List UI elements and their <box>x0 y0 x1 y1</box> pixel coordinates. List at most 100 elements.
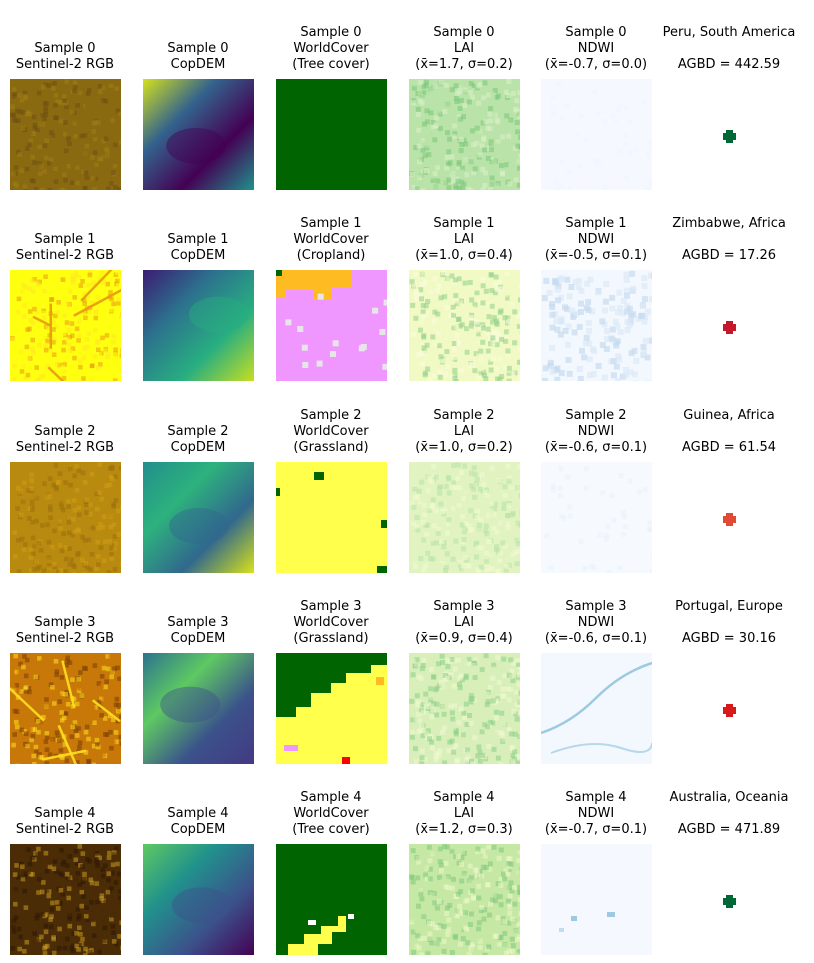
location-spacer <box>654 615 804 631</box>
worldcover-landcover-image <box>276 653 387 764</box>
lai-map-image <box>409 653 520 764</box>
lai-title: Sample 4 LAI (x̄=1.2, σ=0.3) <box>389 790 539 838</box>
lai-title-line-1: Sample 0 <box>433 25 495 40</box>
rgb-title: Sample 1 Sentinel-2 RGB <box>0 232 140 264</box>
ndwi-title-line-1: Sample 2 <box>565 408 627 423</box>
lai-title-line-2: LAI <box>453 232 475 247</box>
worldcover-title: Sample 2 WorldCover (Grassland) <box>256 408 406 456</box>
worldcover-landcover-image <box>276 844 387 955</box>
worldcover-title-line-1: Sample 3 <box>300 599 362 614</box>
rgb-title-line-2: Sentinel-2 RGB <box>15 631 115 646</box>
location-spacer <box>654 806 804 822</box>
agbd-value: AGBD = 442.59 <box>677 57 781 72</box>
location-title: Australia, Oceania AGBD = 471.89 <box>654 790 804 838</box>
ndwi-title: Sample 0 NDWI (x̄=-0.7, σ=0.0) <box>521 25 671 73</box>
location-name: Guinea, Africa <box>683 408 775 423</box>
dem-title-line-2: CopDEM <box>170 248 226 263</box>
dem-title: Sample 3 CopDEM <box>123 615 273 647</box>
lai-map-image <box>409 79 520 190</box>
ndwi-title-line-1: Sample 3 <box>565 599 627 614</box>
dem-title: Sample 2 CopDEM <box>123 424 273 456</box>
ndwi-map-image <box>541 270 652 381</box>
ndwi-title-line-1: Sample 0 <box>565 25 627 40</box>
lai-map-image <box>409 270 520 381</box>
ndwi-title: Sample 4 NDWI (x̄=-0.7, σ=0.1) <box>521 790 671 838</box>
agbd-marker <box>723 893 736 908</box>
dem-title-line-2: CopDEM <box>170 631 226 646</box>
lai-map-image <box>409 462 520 573</box>
ndwi-title-line-2: NDWI <box>577 232 615 247</box>
agbd-marker <box>723 319 736 334</box>
lai-title-line-3: (x̄=0.9, σ=0.4) <box>415 631 513 646</box>
rgb-title-line-2: Sentinel-2 RGB <box>15 248 115 263</box>
worldcover-title-line-1: Sample 4 <box>300 790 362 805</box>
rgb-title-line-2: Sentinel-2 RGB <box>15 822 115 837</box>
worldcover-title: Sample 1 WorldCover (Cropland) <box>256 216 406 264</box>
sentinel2-rgb-image <box>10 844 121 955</box>
ndwi-title: Sample 3 NDWI (x̄=-0.6, σ=0.1) <box>521 599 671 647</box>
lai-title-line-1: Sample 2 <box>433 408 495 423</box>
location-title: Peru, South America AGBD = 442.59 <box>654 25 804 73</box>
lai-title: Sample 2 LAI (x̄=1.0, σ=0.2) <box>389 408 539 456</box>
lai-title: Sample 0 LAI (x̄=1.7, σ=0.2) <box>389 25 539 73</box>
ndwi-title-line-3: (x̄=-0.6, σ=0.1) <box>544 631 648 646</box>
worldcover-title-line-2: WorldCover <box>293 41 369 56</box>
rgb-title: Sample 3 Sentinel-2 RGB <box>0 615 140 647</box>
rgb-title-line-1: Sample 3 <box>34 615 96 630</box>
rgb-title: Sample 2 Sentinel-2 RGB <box>0 424 140 456</box>
dem-title-line-1: Sample 0 <box>167 41 229 56</box>
dem-title: Sample 0 CopDEM <box>123 41 273 73</box>
location-title: Portugal, Europe AGBD = 30.16 <box>654 599 804 647</box>
worldcover-title-line-2: WorldCover <box>293 806 369 821</box>
ndwi-title-line-1: Sample 1 <box>565 216 627 231</box>
copdem-elevation-image <box>143 79 254 190</box>
ndwi-title-line-2: NDWI <box>577 806 615 821</box>
ndwi-title: Sample 2 NDWI (x̄=-0.6, σ=0.1) <box>521 408 671 456</box>
worldcover-title-line-2: WorldCover <box>293 232 369 247</box>
location-spacer <box>654 232 804 248</box>
location-spacer <box>654 41 804 57</box>
agbd-marker <box>723 702 736 717</box>
location-title: Guinea, Africa AGBD = 61.54 <box>654 408 804 456</box>
sentinel2-rgb-image <box>10 653 121 764</box>
rgb-title-line-1: Sample 2 <box>34 424 96 439</box>
worldcover-title-line-3: (Cropland) <box>296 248 366 263</box>
dem-title: Sample 1 CopDEM <box>123 232 273 264</box>
ndwi-title-line-3: (x̄=-0.7, σ=0.1) <box>544 822 648 837</box>
dem-title-line-2: CopDEM <box>170 440 226 455</box>
lai-title-line-3: (x̄=1.0, σ=0.4) <box>415 248 513 263</box>
worldcover-title-line-3: (Grassland) <box>293 440 369 455</box>
copdem-elevation-image <box>143 844 254 955</box>
ndwi-title-line-2: NDWI <box>577 41 615 56</box>
lai-title-line-1: Sample 1 <box>433 216 495 231</box>
copdem-elevation-image <box>143 270 254 381</box>
worldcover-landcover-image <box>276 79 387 190</box>
rgb-title: Sample 4 Sentinel-2 RGB <box>0 806 140 838</box>
agbd-value: AGBD = 471.89 <box>677 822 781 837</box>
lai-title: Sample 1 LAI (x̄=1.0, σ=0.4) <box>389 216 539 264</box>
dem-title-line-2: CopDEM <box>170 822 226 837</box>
agbd-marker <box>723 511 736 526</box>
lai-title: Sample 3 LAI (x̄=0.9, σ=0.4) <box>389 599 539 647</box>
rgb-title-line-1: Sample 0 <box>34 41 96 56</box>
dem-title: Sample 4 CopDEM <box>123 806 273 838</box>
rgb-title-line-1: Sample 1 <box>34 232 96 247</box>
ndwi-title: Sample 1 NDWI (x̄=-0.5, σ=0.1) <box>521 216 671 264</box>
location-name: Peru, South America <box>662 25 796 40</box>
ndwi-title-line-3: (x̄=-0.6, σ=0.1) <box>544 440 648 455</box>
worldcover-title: Sample 3 WorldCover (Grassland) <box>256 599 406 647</box>
worldcover-title-line-1: Sample 2 <box>300 408 362 423</box>
dem-title-line-2: CopDEM <box>170 57 226 72</box>
lai-title-line-1: Sample 4 <box>433 790 495 805</box>
lai-map-image <box>409 844 520 955</box>
location-name: Portugal, Europe <box>675 599 783 614</box>
dem-title-line-1: Sample 3 <box>167 615 229 630</box>
sentinel2-rgb-image <box>10 79 121 190</box>
agbd-value: AGBD = 17.26 <box>681 248 777 263</box>
sentinel2-rgb-image <box>10 270 121 381</box>
worldcover-title: Sample 4 WorldCover (Tree cover) <box>256 790 406 838</box>
lai-title-line-2: LAI <box>453 615 475 630</box>
ndwi-title-line-3: (x̄=-0.5, σ=0.1) <box>544 248 648 263</box>
worldcover-title-line-2: WorldCover <box>293 615 369 630</box>
lai-title-line-2: LAI <box>453 41 475 56</box>
